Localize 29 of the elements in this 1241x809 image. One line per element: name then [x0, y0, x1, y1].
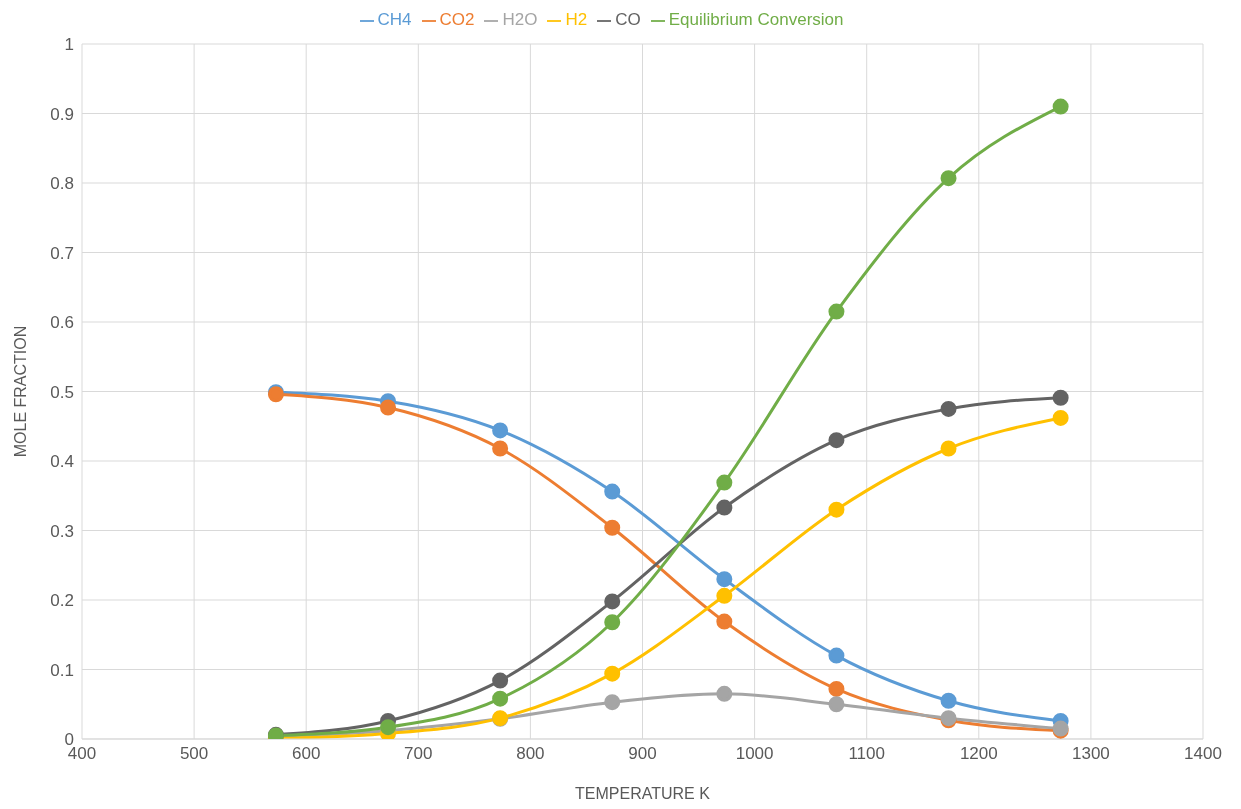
x-tick-label: 1400 — [1184, 744, 1222, 764]
x-tick-label: 600 — [292, 744, 321, 764]
y-axis-title: MOLE FRACTION — [11, 325, 29, 458]
y-tick-label: 0.4 — [50, 452, 74, 472]
y-tick-label: 0.3 — [50, 521, 74, 541]
y-tick-label: 0.8 — [50, 174, 74, 194]
y-tick-label: 0.2 — [50, 591, 74, 611]
x-tick-label: 900 — [628, 744, 657, 764]
legend-label: CO2 — [439, 10, 475, 29]
x-tick-label: 500 — [179, 744, 209, 764]
y-tick-label: 0.1 — [50, 660, 74, 680]
x-tick-label: 800 — [516, 744, 545, 764]
y-tick-label: 0.9 — [50, 104, 74, 124]
legend-label: Equilibrium Conversion — [668, 10, 844, 29]
x-axis-title: TEMPERATURE K — [575, 785, 711, 802]
y-tick-label: 0.6 — [50, 313, 74, 333]
x-tick-label: 1300 — [1071, 744, 1110, 764]
x-tick-label: 1200 — [959, 744, 998, 764]
y-tick-label: 0.5 — [50, 382, 74, 402]
y-tick-label: 1 — [64, 35, 74, 55]
x-tick-label: 1100 — [848, 744, 885, 764]
legend-label: CH4 — [377, 10, 412, 29]
legend-label: CO — [615, 10, 641, 29]
legend-label: H2 — [565, 10, 588, 29]
x-tick-label: 400 — [67, 744, 97, 764]
y-tick-label: 0.7 — [50, 243, 74, 263]
x-tick-label: 1000 — [735, 744, 774, 764]
legend-label: H2O — [502, 10, 538, 29]
x-tick-label: 700 — [404, 744, 433, 764]
